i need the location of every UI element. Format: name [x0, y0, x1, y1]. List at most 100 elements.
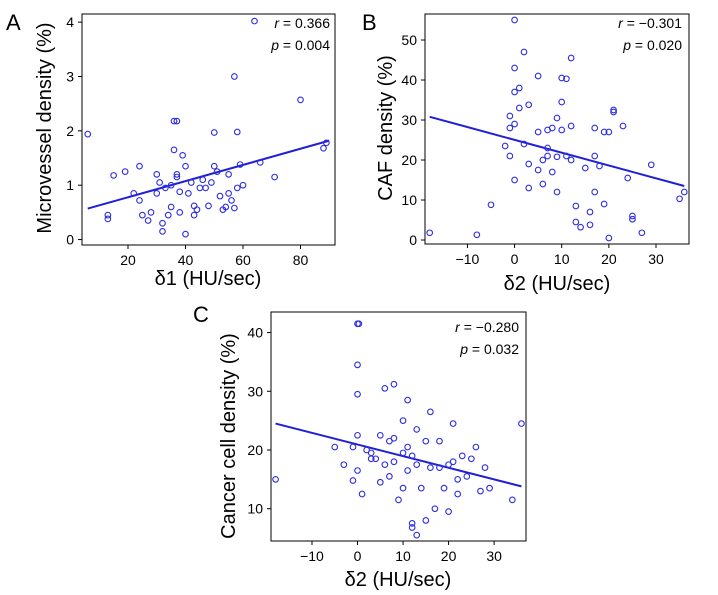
x-tick-label: 80: [293, 252, 309, 268]
data-point: [176, 209, 184, 216]
data-point: [581, 164, 589, 172]
data-point: [182, 162, 189, 170]
data-point: [159, 228, 166, 235]
data-point: [624, 174, 632, 182]
data-point: [231, 204, 238, 212]
x-tick-label: 30: [486, 548, 502, 564]
data-point: [586, 221, 594, 229]
data-point: [363, 446, 370, 454]
data-point: [511, 16, 518, 24]
plot-frame-b: [424, 13, 690, 245]
x-ticks-b: −10 0 10 20 30: [456, 244, 664, 267]
data-point: [104, 211, 112, 219]
data-point: [577, 223, 584, 231]
data-point: [520, 48, 528, 56]
x-tick-label: 20: [441, 548, 457, 564]
data-point: [431, 505, 439, 513]
data-point: [426, 229, 434, 237]
data-point: [586, 208, 594, 216]
data-point: [205, 202, 212, 210]
data-point: [544, 152, 551, 160]
data-point: [445, 508, 452, 515]
data-point: [199, 176, 207, 184]
data-point: [354, 467, 361, 474]
y-axis-title-b: CAF density (%): [375, 55, 397, 201]
data-point: [436, 464, 443, 471]
data-point: [436, 437, 443, 445]
stat-p-c: p = 0.032: [459, 341, 519, 357]
data-point: [193, 206, 201, 214]
data-point: [358, 490, 366, 498]
y-tick-label: 30: [401, 112, 417, 128]
data-point: [548, 168, 556, 176]
data-point: [417, 484, 425, 492]
data-point: [518, 420, 525, 427]
x-axis-title-c: δ2 (HU/sec): [345, 569, 452, 591]
data-point: [600, 128, 608, 136]
data-point: [501, 142, 509, 150]
data-point: [167, 203, 175, 211]
data-point: [208, 179, 215, 186]
y-tick-label: 20: [401, 152, 417, 168]
data-point: [408, 524, 416, 531]
data-point: [553, 114, 561, 122]
data-point: [372, 455, 380, 463]
data-point: [680, 188, 688, 196]
data-point: [468, 455, 475, 463]
data-point: [610, 108, 617, 116]
y-tick-label: 3: [66, 69, 74, 85]
data-point: [553, 153, 561, 161]
data-point: [515, 104, 523, 112]
data-point: [104, 215, 112, 223]
data-point: [272, 475, 279, 483]
data-point: [210, 162, 218, 170]
data-point: [271, 173, 278, 181]
y-tick-label: 40: [401, 72, 417, 88]
data-point: [354, 390, 361, 398]
data-point: [185, 190, 192, 197]
data-point: [605, 234, 613, 242]
data-point: [170, 117, 178, 125]
points-a: [84, 17, 330, 238]
y-tick-label: 30: [247, 383, 263, 399]
stat-p-b: p = 0.020: [622, 37, 682, 53]
data-point: [190, 211, 198, 219]
data-point: [156, 179, 163, 186]
data-point: [454, 490, 462, 498]
panel-c: C −10 0 10 20 30 10 20 30 40 r = −0.280 p = 0.0…: [193, 302, 527, 591]
data-point: [381, 384, 389, 392]
data-point: [427, 408, 434, 416]
data-point: [404, 443, 411, 451]
data-point: [130, 190, 138, 197]
data-point: [153, 190, 161, 197]
data-point: [182, 230, 189, 238]
data-point: [463, 473, 471, 480]
x-tick-label: 20: [601, 251, 617, 267]
y-ticks-a: 0 1 2 3 4: [66, 14, 82, 248]
data-point: [187, 179, 195, 186]
data-point: [422, 517, 430, 524]
data-point: [251, 17, 258, 25]
data-point: [506, 112, 514, 120]
regression-line-c: [275, 422, 522, 488]
data-point: [539, 156, 547, 164]
data-point: [567, 122, 575, 130]
data-point: [558, 98, 566, 106]
y-tick-label: 10: [401, 192, 417, 208]
data-point: [331, 443, 339, 451]
data-point: [228, 197, 235, 204]
data-point: [572, 218, 580, 226]
stat-r-b: r = −0.301: [618, 15, 682, 31]
data-point: [225, 170, 232, 178]
data-point: [355, 320, 363, 328]
data-point: [320, 144, 327, 152]
data-point: [354, 361, 361, 369]
y-ticks-c: 10 20 30 40: [247, 325, 271, 517]
data-point: [508, 496, 516, 504]
data-point: [534, 166, 542, 174]
data-point: [610, 106, 617, 114]
data-point: [472, 443, 480, 451]
data-point: [647, 161, 655, 169]
data-point: [458, 452, 466, 460]
data-point: [473, 231, 481, 239]
